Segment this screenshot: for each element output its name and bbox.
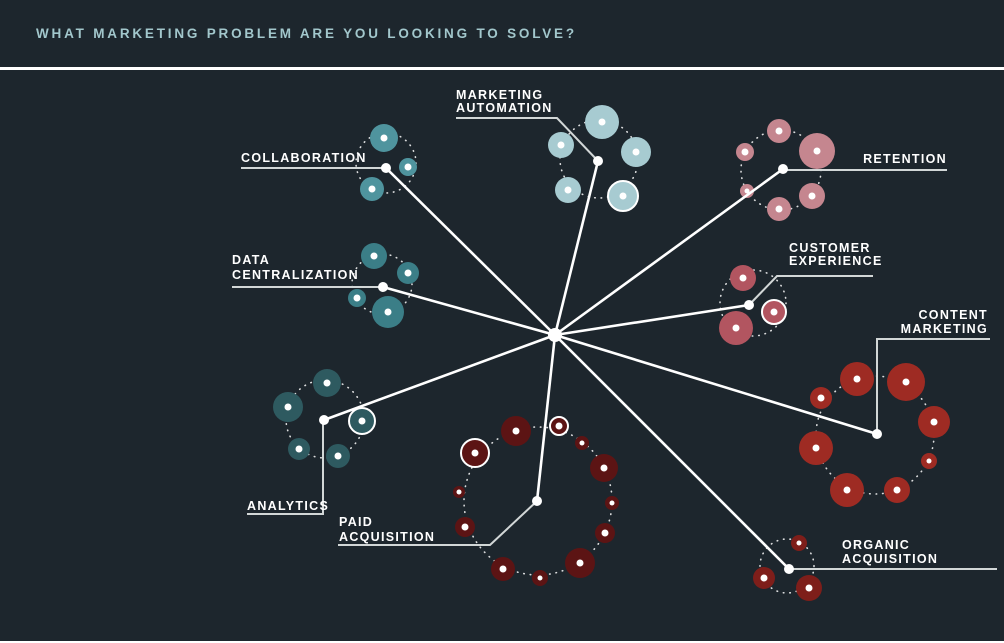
- paid-acquisition-label-leader-line: [338, 500, 538, 546]
- bubble-center-dot: [853, 375, 861, 383]
- bubble-center-dot: [557, 141, 565, 149]
- marketing-automation-hub-connector-line: [553, 160, 600, 336]
- bubble-center-dot: [499, 565, 507, 573]
- customer-experience-node: [744, 300, 754, 310]
- bubble-center-dot: [817, 394, 825, 402]
- leader-lines-layer: [232, 117, 997, 570]
- data-centralization-hub-connector-line: [382, 285, 556, 337]
- customer-experience-label[interactable]: CUSTOMER EXPERIENCE: [789, 241, 883, 268]
- bubble-center-dot: [384, 308, 392, 316]
- bubble-center-dot: [902, 378, 910, 386]
- bubble-center-dot: [926, 458, 932, 464]
- data-centralization-dotted-ring: [351, 253, 413, 315]
- data-centralization-node: [378, 282, 388, 292]
- bubble-center-dot: [461, 523, 469, 531]
- content-marketing-hub-connector-line: [554, 333, 878, 436]
- bubble-center-dot: [404, 269, 412, 277]
- paid-acquisition-node: [532, 496, 542, 506]
- bubble-center-dot: [744, 188, 750, 194]
- analytics-hub-connector-line: [323, 333, 556, 422]
- bubbles-layer: [273, 105, 950, 601]
- bubble-center-dot: [843, 486, 851, 494]
- marketing-automation-label-leader-line: [456, 117, 599, 162]
- retention-node: [778, 164, 788, 174]
- content-marketing-label-leader-line: [876, 338, 990, 434]
- organic-acquisition-dotted-ring: [759, 538, 815, 594]
- collaboration-label[interactable]: COLLABORATION: [241, 151, 367, 165]
- bubble-center-dot: [537, 575, 543, 581]
- collaboration-node: [381, 163, 391, 173]
- bubble-center-dot: [555, 422, 563, 430]
- bubble-center-dot: [619, 192, 627, 200]
- bubble-center-dot: [512, 427, 520, 435]
- bubble-center-dot: [812, 444, 820, 452]
- bubble-center-dot: [353, 294, 361, 302]
- bubble-center-dot: [805, 584, 813, 592]
- content-marketing-label[interactable]: CONTENT MARKETING: [901, 308, 988, 336]
- bubble-center-dot: [380, 134, 388, 142]
- bubble-center-dot: [796, 540, 802, 546]
- bubble-center-dot: [456, 489, 462, 495]
- collaboration-hub-connector-line: [385, 167, 556, 336]
- retention-label[interactable]: RETENTION: [863, 152, 947, 166]
- organic-acquisition-label[interactable]: ORGANIC ACQUISITION: [842, 538, 938, 566]
- bubble-center-dot: [368, 185, 376, 193]
- organic-acquisition-hub-connector-line: [554, 334, 790, 570]
- labels-layer: MARKETING AUTOMATION COLLABORATION RETENTIO…: [232, 88, 988, 566]
- analytics-label-leader-line: [247, 421, 324, 515]
- bubble-center-dot: [893, 486, 901, 494]
- bubble-center-dot: [598, 118, 606, 126]
- bubble-center-dot: [770, 308, 778, 316]
- marketing-automation-node: [593, 156, 603, 166]
- hub-lines-layer: [323, 160, 878, 570]
- analytics-label[interactable]: ANALYTICS: [247, 499, 329, 513]
- bubble-center-dot: [808, 192, 816, 200]
- retention-hub-connector-line: [554, 167, 784, 337]
- bubble-center-dot: [284, 403, 292, 411]
- content-marketing-node: [872, 429, 882, 439]
- page-title: WHAT MARKETING PROBLEM ARE YOU LOOKING T…: [36, 26, 577, 41]
- bubble-center-dot: [775, 205, 783, 213]
- bubble-center-dot: [334, 452, 342, 460]
- paid-acquisition-hub-connector-line: [535, 334, 557, 502]
- nodes-layer: [319, 156, 882, 574]
- bubble-center-dot: [295, 445, 303, 453]
- bubble-center-dot: [739, 274, 747, 282]
- center-hub: [548, 328, 562, 342]
- bubble-center-dot: [813, 147, 821, 155]
- bubble-center-dot: [564, 186, 572, 194]
- bubble-center-dot: [600, 464, 608, 472]
- bubble-center-dot: [404, 163, 412, 171]
- bubble-center-dot: [760, 574, 768, 582]
- bubble-center-dot: [323, 379, 331, 387]
- bubble-center-dot: [732, 324, 740, 332]
- bottom-edge-divider: [0, 641, 1004, 643]
- bubble-center-dot: [930, 418, 938, 426]
- bubble-center-dot: [775, 127, 783, 135]
- customer-experience-label-leader-line: [748, 275, 873, 306]
- organic-acquisition-node: [784, 564, 794, 574]
- paid-acquisition-label[interactable]: PAID ACQUISITION: [339, 515, 435, 544]
- bubble-center-dot: [576, 559, 584, 567]
- analytics-node: [319, 415, 329, 425]
- bubble-center-dot: [471, 449, 479, 457]
- marketing-automation-label[interactable]: MARKETING AUTOMATION: [456, 88, 553, 115]
- header: WHAT MARKETING PROBLEM ARE YOU LOOKING T…: [0, 0, 1004, 70]
- bubble-center-dot: [632, 148, 640, 156]
- customer-experience-hub-connector-line: [554, 303, 750, 337]
- bubble-center-dot: [370, 252, 378, 260]
- bubble-center-dot: [579, 440, 585, 446]
- data-centralization-label[interactable]: DATA CENTRALIZATION: [232, 253, 359, 282]
- bubble-center-dot: [601, 529, 609, 537]
- bubble-center-dot: [358, 417, 366, 425]
- bubble-center-dot: [741, 148, 749, 156]
- bubble-center-dot: [609, 500, 615, 506]
